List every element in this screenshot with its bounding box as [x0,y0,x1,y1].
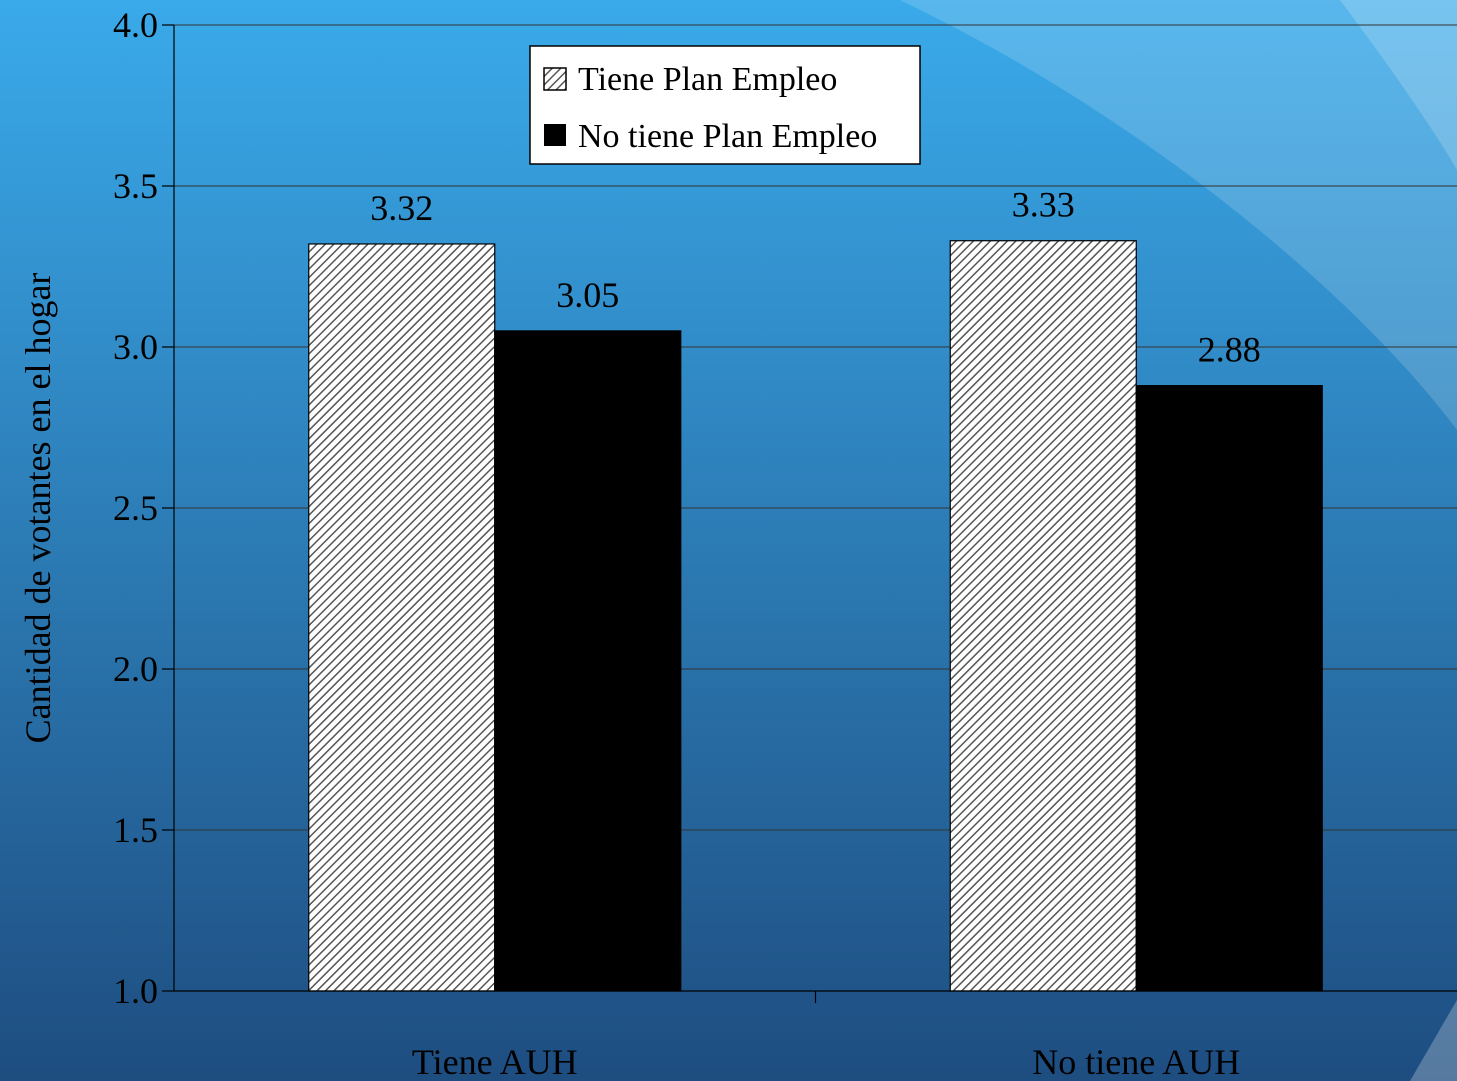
data-label-tiene-auh-no-tiene-plan-empleo: 3.05 [556,275,619,315]
legend: Tiene Plan Empleo No tiene Plan Empleo [529,45,921,165]
decorative-swoosh-inner [1340,0,1457,170]
bars [308,240,1323,992]
x-category-label-tiene-auh: Tiene AUH [412,1042,578,1081]
y-tick-label-1.0: 1.0 [113,971,158,1011]
legend-swatch-tiene-plan-empleo [543,67,567,91]
legend-swatch-no-tiene-plan-empleo [544,124,566,146]
y-tick-label-3.0: 3.0 [113,327,158,367]
y-tick-label-1.5: 1.5 [113,810,158,850]
y-tick-label-4.0: 4.0 [113,5,158,45]
y-tick-label-2.0: 2.0 [113,649,158,689]
labels: 1.0 1.5 2.0 2.5 3.0 3.5 4.0 3.32 3.05 Tiene AUH 3.… [113,5,1261,1081]
y-tick-label-2.5: 2.5 [113,488,158,528]
y-tick-label-3.5: 3.5 [113,166,158,206]
decorative-swoosh-bottom [1410,1000,1457,1081]
data-label-tiene-auh-tiene-plan-empleo: 3.32 [370,188,433,228]
legend-box [529,45,921,165]
bar-tiene-auh-no-tiene-plan-empleo [494,330,682,992]
legend-label-tiene-plan-empleo: Tiene Plan Empleo [578,61,837,98]
y-axis-title: Cantidad de votantes en el hogar [18,273,58,744]
x-category-label-no-tiene-auh: No tiene AUH [1032,1042,1240,1081]
data-label-no-tiene-auh-tiene-plan-empleo: 3.33 [1012,185,1075,225]
decorative-swoosh [900,0,1457,430]
legend-label-no-tiene-plan-empleo: No tiene Plan Empleo [578,118,877,155]
bar-no-tiene-auh-no-tiene-plan-empleo [1135,385,1323,992]
axes [162,24,1457,1003]
bar-tiene-auh-tiene-plan-empleo [308,243,496,992]
bar-no-tiene-auh-tiene-plan-empleo [949,240,1137,992]
data-label-no-tiene-auh-no-tiene-plan-empleo: 2.88 [1198,330,1261,370]
